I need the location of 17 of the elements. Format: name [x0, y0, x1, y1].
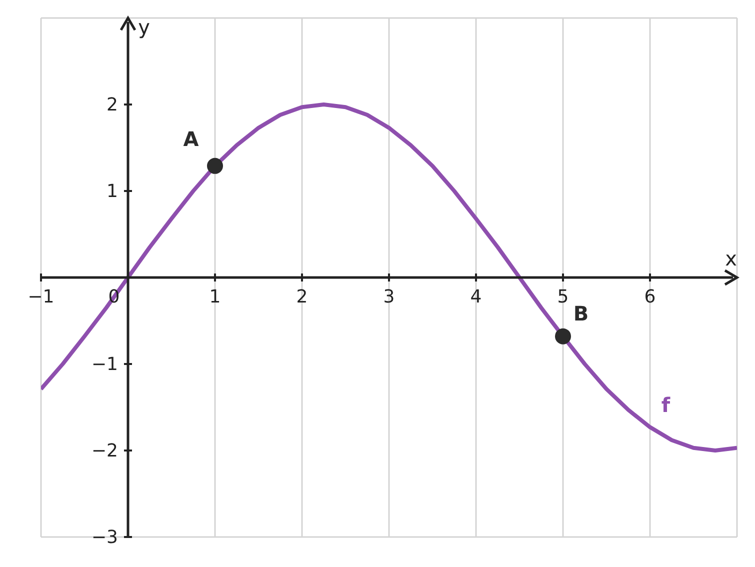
y-axis-title: y: [138, 15, 150, 39]
annotation: B: [573, 301, 589, 326]
y-tick-label: −2: [91, 440, 118, 462]
x-axis-title: x: [725, 246, 738, 270]
y-tick-label: 1: [106, 181, 118, 202]
y-tick-label: −1: [91, 354, 118, 375]
x-tick-label: 1: [209, 286, 221, 308]
x-tick-label: 3: [383, 286, 395, 308]
annotation: A: [183, 126, 200, 151]
x-tick-label: 6: [644, 286, 656, 308]
x-tick-label: 2: [296, 286, 308, 308]
x-tick-label: −1: [28, 286, 54, 308]
y-tick-label: 2: [106, 94, 118, 116]
y-tick-label: −3: [91, 527, 118, 548]
series-label: f: [661, 393, 670, 418]
x-tick-label: 5: [557, 286, 569, 308]
x-tick-label: 4: [470, 286, 482, 308]
